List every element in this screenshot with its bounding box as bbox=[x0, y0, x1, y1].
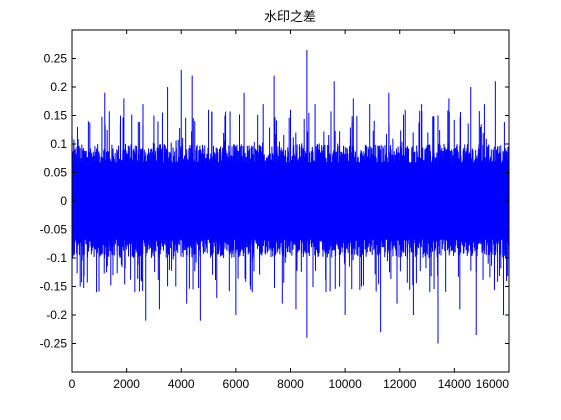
x-tick-label: 16000 bbox=[476, 377, 510, 391]
x-tick-label: 0 bbox=[69, 377, 76, 391]
x-tick-label: 6000 bbox=[223, 377, 250, 391]
y-axis-ticks: 0.25 0.2 0.15 0.1 0.05 0 -0.05 -0.1 -0.15 -0.2 -0.… bbox=[40, 52, 509, 351]
y-tick-label: -0.25 bbox=[40, 337, 68, 351]
y-tick-label: 0.15 bbox=[44, 109, 68, 123]
y-tick-label: 0.25 bbox=[44, 52, 68, 66]
chart-title: 水印之差 bbox=[264, 9, 316, 24]
y-tick-label: -0.2 bbox=[46, 308, 67, 322]
plot-area bbox=[71, 49, 510, 344]
y-tick-label: 0 bbox=[60, 194, 67, 208]
x-tick-label: 12000 bbox=[383, 377, 417, 391]
y-tick-label: 0.05 bbox=[44, 166, 68, 180]
x-tick-label: 14000 bbox=[438, 377, 472, 391]
y-tick-label: -0.1 bbox=[46, 251, 67, 265]
x-tick-label: 10000 bbox=[328, 377, 362, 391]
y-tick-label: 0.2 bbox=[50, 80, 67, 94]
x-tick-label: 2000 bbox=[113, 377, 140, 391]
y-tick-label: -0.15 bbox=[40, 280, 68, 294]
y-tick-label: 0.1 bbox=[50, 137, 67, 151]
x-tick-label: 8000 bbox=[277, 377, 304, 391]
x-axis-ticks: 0 2000 4000 6000 8000 10000 12000 14000 16000 bbox=[69, 30, 510, 391]
x-tick-label: 4000 bbox=[168, 377, 195, 391]
y-tick-label: -0.05 bbox=[40, 223, 68, 237]
